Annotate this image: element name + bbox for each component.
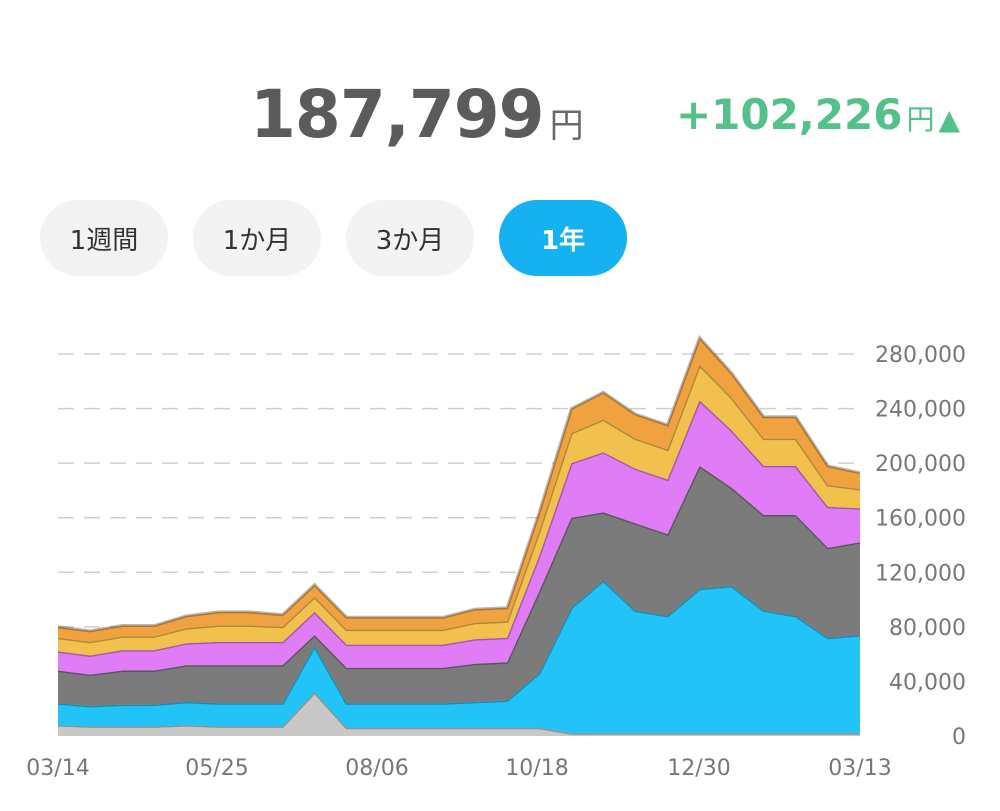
area-series-1 (58, 580, 860, 734)
y-tick-label: 280,000 (875, 343, 966, 368)
tab-1-year[interactable]: 1年 (499, 200, 627, 276)
x-tick-label: 10/18 (505, 756, 568, 781)
x-tick-label: 03/14 (26, 756, 89, 781)
x-axis: 03/14 05/25 08/06 10/18 12/30 03/13 (26, 756, 891, 781)
area-edge-5 (57, 334, 861, 633)
stacked-areas (57, 334, 861, 736)
x-tick-label: 03/13 (828, 756, 891, 781)
y-tick-label: 160,000 (875, 507, 966, 532)
tab-1-month[interactable]: 1か月 (193, 200, 321, 276)
total-assets: 187,799 円 (250, 76, 584, 153)
portfolio-header: 187,799 円 +102,226 円 ▲ (0, 0, 1000, 170)
total-assets-unit: 円 (549, 106, 584, 146)
y-tick-label: 40,000 (889, 670, 966, 695)
area-edge-1 (57, 578, 861, 708)
profit-change-value: +102,226 (675, 90, 903, 139)
y-tick-label: 120,000 (875, 561, 966, 586)
area-series-2 (58, 465, 860, 706)
y-axis: 0 40,000 80,000 120,000 160,000 200,000 240,00… (875, 343, 966, 750)
tab-1-week[interactable]: 1週間 (40, 200, 168, 276)
x-tick-label: 08/06 (345, 756, 408, 781)
profit-change-unit: 円 (906, 103, 935, 136)
y-tick-label: 80,000 (889, 616, 966, 641)
asset-history-chart: 0 40,000 80,000 120,000 160,000 200,000 240,00… (0, 330, 1000, 807)
asset-area-chart: 0 40,000 80,000 120,000 160,000 200,000 240,00… (26, 334, 966, 781)
profit-change: +102,226 円 ▲ (676, 90, 960, 139)
y-tick-label: 240,000 (875, 398, 966, 423)
x-tick-label: 05/25 (185, 756, 248, 781)
x-tick-label: 12/30 (667, 756, 730, 781)
tab-3-months[interactable]: 3か月 (346, 200, 474, 276)
y-tick-label: 200,000 (875, 452, 966, 477)
up-triangle-icon: ▲ (938, 103, 960, 136)
area-series-0 (58, 692, 860, 736)
total-assets-value: 187,799 (250, 76, 545, 153)
y-tick-label: 0 (952, 725, 966, 750)
